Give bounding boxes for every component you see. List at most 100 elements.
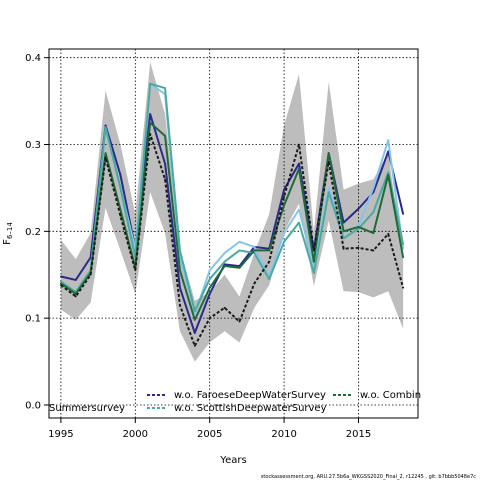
x-tick-label: 2000: [123, 429, 148, 440]
series-4-point: [60, 282, 62, 285]
x-axis-ticks: 1995 2000 2005 2010 2015: [48, 418, 371, 440]
series-1-point: [402, 213, 405, 215]
series-3-point: [179, 249, 181, 252]
series-2-point: [223, 252, 226, 254]
series-3-point: [268, 278, 271, 280]
series-1-point: [179, 286, 181, 289]
series-line-4: [60, 121, 405, 321]
series-5-point: [342, 247, 345, 250]
series-1-point: [342, 221, 345, 224]
series-line-1: [60, 113, 405, 334]
series-4-point: [164, 134, 166, 137]
series-4-point: [208, 286, 211, 289]
series-5-point: [60, 284, 62, 287]
series-2-point: [298, 208, 300, 211]
y-axis-ticks: 0.0 0.1 0.2 0.3 0.4: [25, 53, 49, 411]
x-tick-label: 2005: [197, 429, 222, 440]
series-1-point: [149, 113, 152, 116]
series-2-point: [208, 269, 211, 272]
series-5-point: [402, 286, 405, 289]
series-3-point: [149, 82, 152, 85]
series-3-point: [387, 171, 390, 174]
series-3-point: [312, 272, 315, 274]
series-1-point: [223, 263, 226, 266]
series-4-point: [253, 249, 256, 252]
x-tick-label: 1995: [48, 429, 73, 440]
y-tick-label: 0.4: [25, 53, 41, 64]
series-4-point: [223, 265, 226, 267]
series-5-point: [149, 133, 152, 135]
series-4-point: [387, 173, 390, 176]
y-tick-label: 0.2: [25, 227, 41, 238]
legend-entry-3: w.o. ScottishDeepwaterSurvey: [174, 403, 327, 414]
series-3-point: [104, 126, 107, 129]
series-4-point: [268, 249, 271, 252]
series-4-point: [372, 232, 375, 234]
series-4-point: [357, 226, 360, 228]
y-axis-label-subscript: 6–14: [6, 222, 14, 239]
series-3-point: [283, 240, 285, 243]
y-axis-label: F6–14: [2, 222, 14, 245]
series-3-point: [342, 237, 345, 240]
series-5-point: [119, 214, 122, 217]
series-5-point: [327, 160, 330, 163]
series-5-point: [134, 269, 137, 272]
series-3-point: [402, 243, 405, 246]
series-1-point: [74, 279, 77, 281]
series-3-point: [357, 227, 360, 230]
series-3-point: [119, 187, 122, 189]
series-4-point: [149, 121, 152, 124]
series-5-point: [387, 233, 390, 235]
plot-frame: [48, 48, 419, 419]
series-5-point: [74, 295, 77, 298]
legend: Summersurvey w.o. FaroeseDeepWaterSurvey w…: [49, 390, 421, 414]
series-3-point: [193, 310, 196, 313]
series-5-point: [253, 282, 256, 285]
y-axis-label-main: F: [2, 239, 13, 245]
series-1-point: [193, 332, 196, 334]
series-3-point: [238, 249, 241, 252]
series-5-point: [179, 304, 181, 307]
series-5-point: [298, 143, 300, 146]
series-5-point: [268, 260, 271, 263]
series-4-point: [104, 152, 107, 155]
series-5-point: [208, 317, 211, 320]
series-4-point: [402, 256, 405, 259]
series-3-point: [60, 280, 62, 283]
series-layer: [60, 82, 405, 347]
x-axis-label: Years: [219, 455, 246, 466]
series-5-point: [223, 306, 226, 309]
series-1-point: [387, 150, 390, 153]
legend-entry-1: Summersurvey: [49, 403, 125, 414]
y-tick-label: 0.1: [25, 314, 41, 325]
series-2-point: [193, 312, 196, 315]
series-5-point: [89, 273, 92, 276]
series-4-point: [342, 230, 345, 233]
x-tick-label: 2015: [346, 429, 371, 440]
y-tick-label: 0.0: [25, 400, 41, 411]
series-3-point: [223, 260, 226, 263]
series-1-point: [104, 124, 107, 127]
series-3-point: [208, 278, 211, 280]
series-1-point: [283, 188, 285, 191]
series-3-point: [327, 191, 330, 194]
series-1-point: [298, 162, 300, 165]
series-1-point: [208, 292, 211, 295]
series-5-point: [357, 246, 360, 249]
confidence-band: [60, 62, 404, 362]
series-1-point: [357, 207, 360, 210]
series-line-3: [60, 82, 405, 313]
series-3-point: [253, 252, 256, 254]
footer-credit: stockassessment.org, ARU.27.5b6a_WKGSS20…: [261, 474, 476, 480]
series-5-point: [238, 320, 241, 323]
series-4-point: [327, 152, 330, 155]
series-4-point: [193, 318, 196, 321]
series-1-point: [119, 173, 122, 176]
series-2-point: [327, 187, 330, 189]
legend-entry-2: w.o. FaroeseDeepWaterSurvey: [174, 390, 326, 401]
y-tick-label: 0.3: [25, 140, 41, 151]
series-5-point: [283, 195, 285, 198]
series-5-point: [104, 156, 107, 159]
x-tick-label: 2010: [271, 429, 296, 440]
